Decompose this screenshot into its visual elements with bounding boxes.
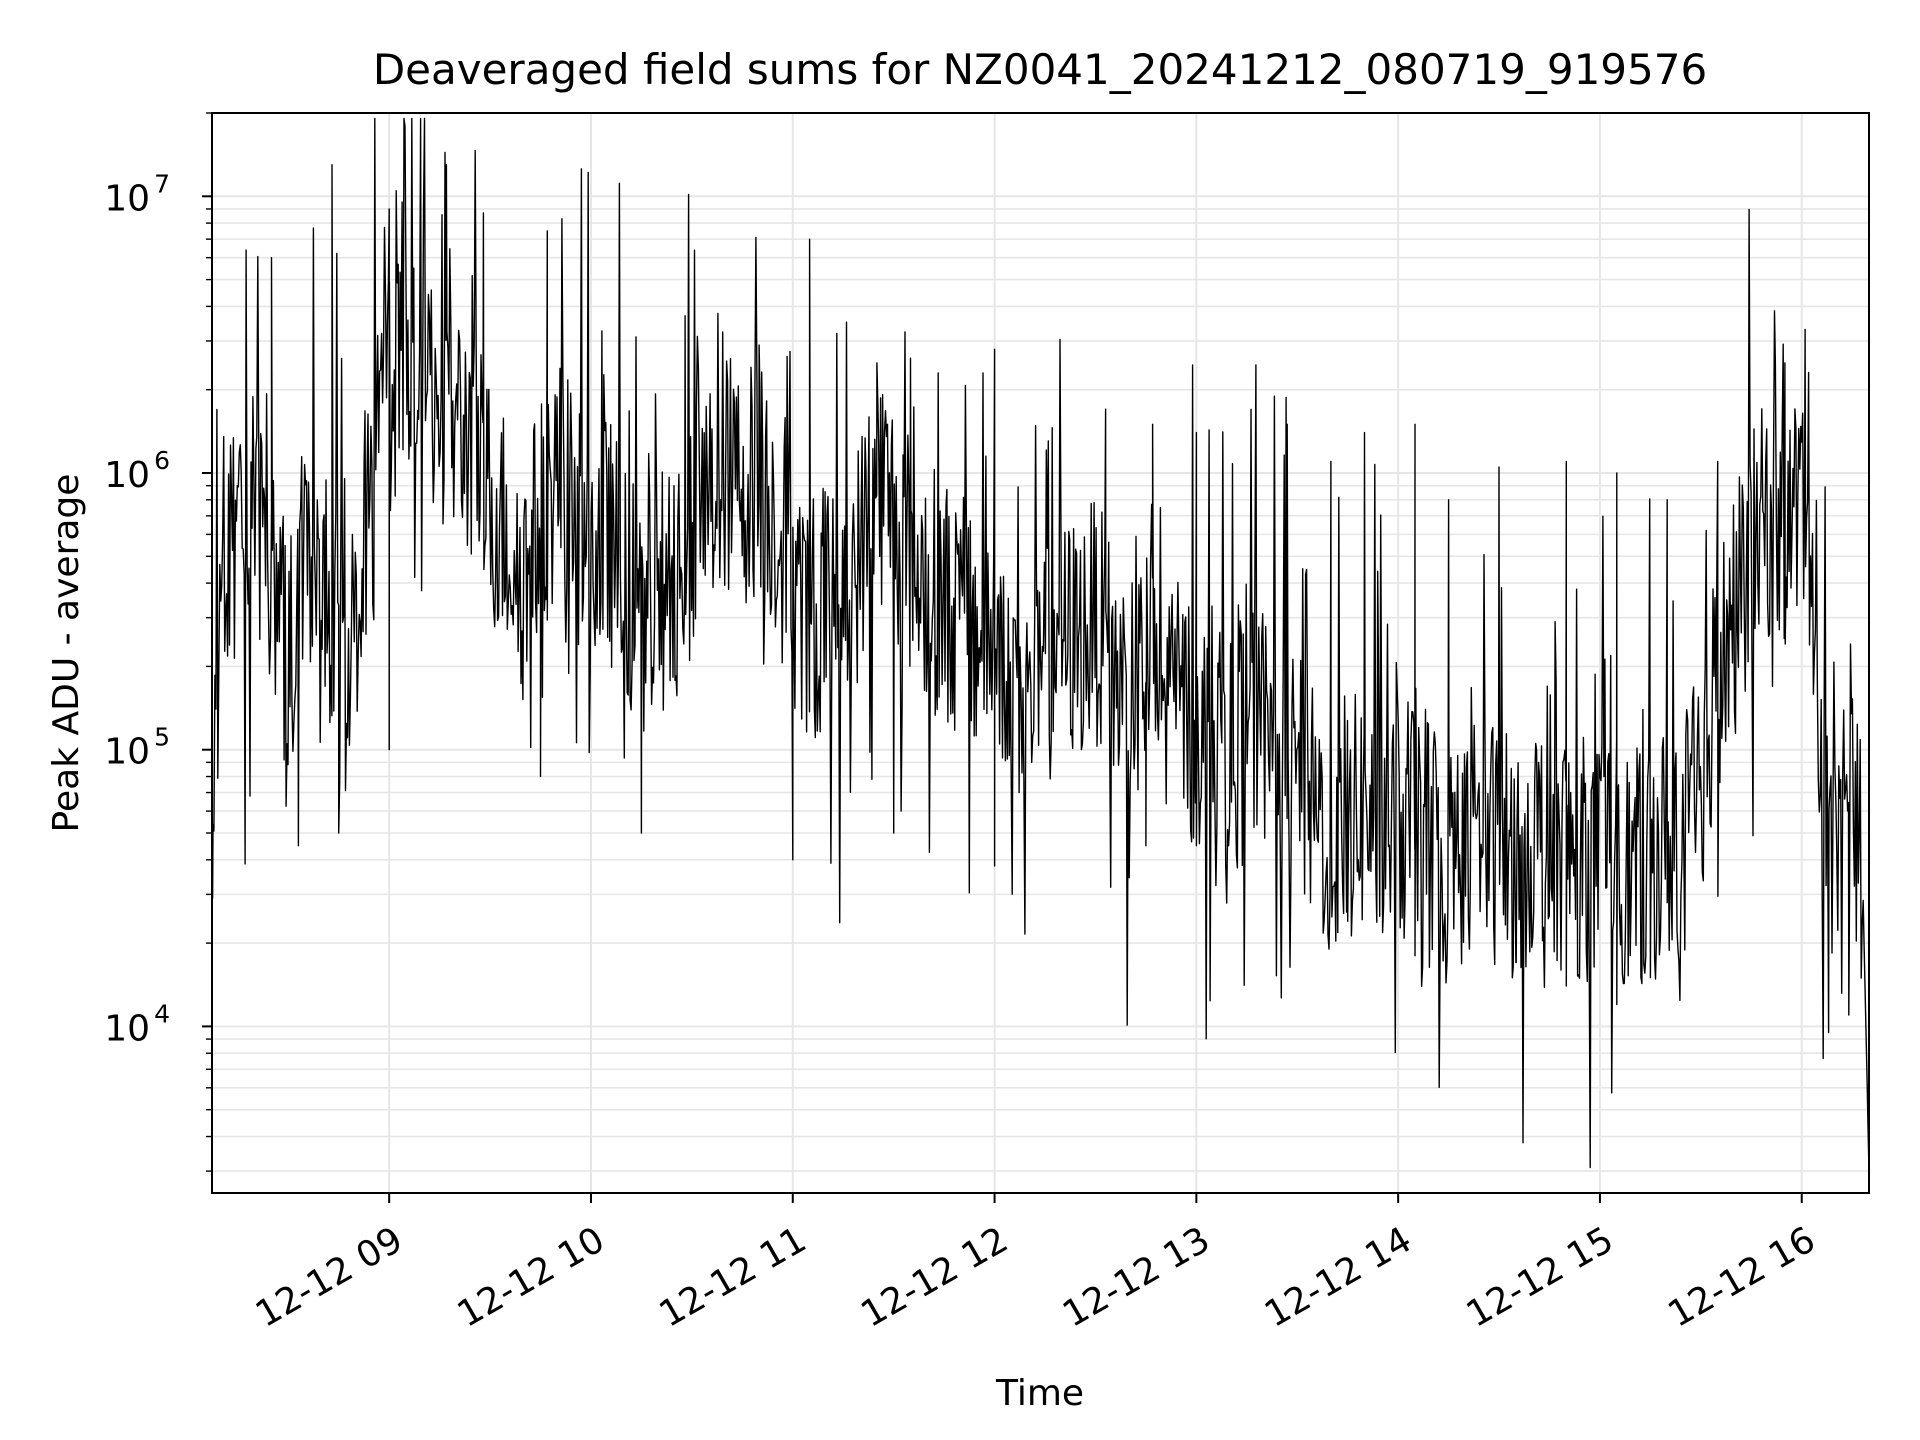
- y-tick-label: 10: [104, 732, 150, 773]
- series-line: [211, 117, 1870, 1172]
- data-series: [211, 117, 1870, 1172]
- y-tick-base: 10: [104, 732, 150, 773]
- y-axis-label: Peak ADU - average: [46, 474, 87, 833]
- y-tick-base: 10: [104, 455, 150, 496]
- plot-frame: [211, 112, 1870, 1194]
- y-tick-exponent: 5: [154, 723, 170, 752]
- chart-title: Deaveraged field sums for NZ0041_2024121…: [373, 45, 1707, 94]
- y-tick-label: 10: [104, 455, 150, 496]
- x-axis-label: Time: [995, 1373, 1084, 1414]
- y-tick-label: 10: [104, 1008, 150, 1049]
- y-tick-label: 10: [104, 178, 150, 219]
- y-tick-base: 10: [104, 178, 150, 219]
- y-tick-exponent: 7: [154, 169, 170, 198]
- y-tick-exponent: 6: [154, 446, 170, 475]
- axis-ticks: [202, 112, 1803, 1203]
- y-tick-base: 10: [104, 1008, 150, 1049]
- y-tick-exponent: 4: [154, 999, 170, 1028]
